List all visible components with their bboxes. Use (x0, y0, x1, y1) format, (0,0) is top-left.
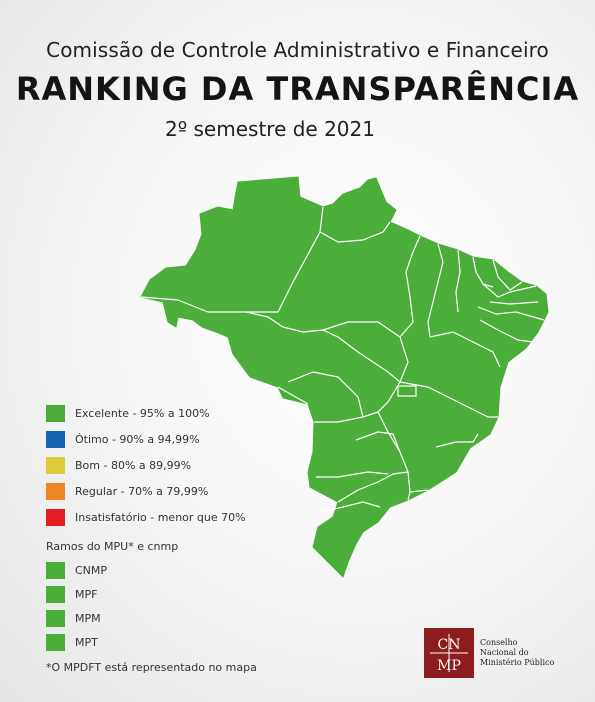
logo-mark-bottom: MP (437, 658, 461, 674)
legend-item-otimo: Ótimo - 90% a 94,99% (46, 430, 246, 448)
footnote: *O MPDFT está representado no mapa (46, 661, 257, 674)
ramo-label: MPM (75, 611, 101, 625)
ramo-label: MPT (75, 635, 98, 649)
legend-item-bom: Bom - 80% a 89,99% (46, 456, 246, 474)
legend-item-excelente: Excelente - 95% a 100% (46, 404, 246, 422)
legend-label: Insatisfatório - menor que 70% (75, 510, 246, 524)
ramo-item-cnmp: CNMP (46, 561, 107, 579)
legend-item-insatisfatorio: Insatisfatório - menor que 70% (46, 508, 246, 526)
legend-swatch (46, 430, 65, 448)
legend-label: Excelente - 95% a 100% (75, 406, 210, 420)
df-outline (397, 385, 417, 397)
ramo-item-mpm: MPM (46, 609, 107, 627)
ramo-label: CNMP (75, 563, 108, 577)
legend-swatch (46, 482, 65, 500)
logo-line-3: Ministério Público (480, 658, 555, 667)
ramo-item-mpt: MPT (46, 633, 107, 651)
ramo-swatch (46, 561, 65, 579)
legend-label: Bom - 80% a 89,99% (75, 458, 192, 472)
ramos-title: Ramos do MPU* e cnmp (46, 540, 179, 553)
logo-mark-top: CN (438, 637, 461, 653)
ramo-swatch (46, 585, 65, 603)
header-subtitle: Comissão de Controle Administrativo e Fi… (46, 38, 549, 62)
cnmp-logo: CN MP Conselho Nacional do Ministério Pú… (424, 628, 554, 678)
cnmp-logo-mark: CN MP (424, 628, 474, 678)
brazil-map (140, 176, 549, 578)
legend-label: Ótimo - 90% a 94,99% (75, 432, 200, 446)
page-title: RANKING DA TRANSPARÊNCIA (15, 70, 580, 108)
legend-label: Regular - 70% a 79,99% (75, 484, 209, 498)
legend: Excelente - 95% a 100% Ótimo - 90% a 94,… (46, 404, 246, 534)
legend-swatch (46, 404, 65, 422)
brazil-outline (140, 176, 549, 578)
logo-line-1: Conselho (480, 638, 518, 647)
ramo-swatch (46, 633, 65, 651)
ramo-swatch (46, 609, 65, 627)
ramo-label: MPF (75, 587, 98, 601)
logo-text: Conselho Nacional do Ministério Público (480, 638, 554, 668)
logo-line-2: Nacional do (480, 648, 529, 657)
period-label: 2º semestre de 2021 (165, 117, 375, 141)
ramos-list: CNMP MPF MPM MPT (46, 561, 107, 657)
legend-item-regular: Regular - 70% a 79,99% (46, 482, 246, 500)
legend-swatch (46, 508, 65, 526)
legend-swatch (46, 456, 65, 474)
ramo-item-mpf: MPF (46, 585, 107, 603)
state-borders (140, 206, 545, 513)
